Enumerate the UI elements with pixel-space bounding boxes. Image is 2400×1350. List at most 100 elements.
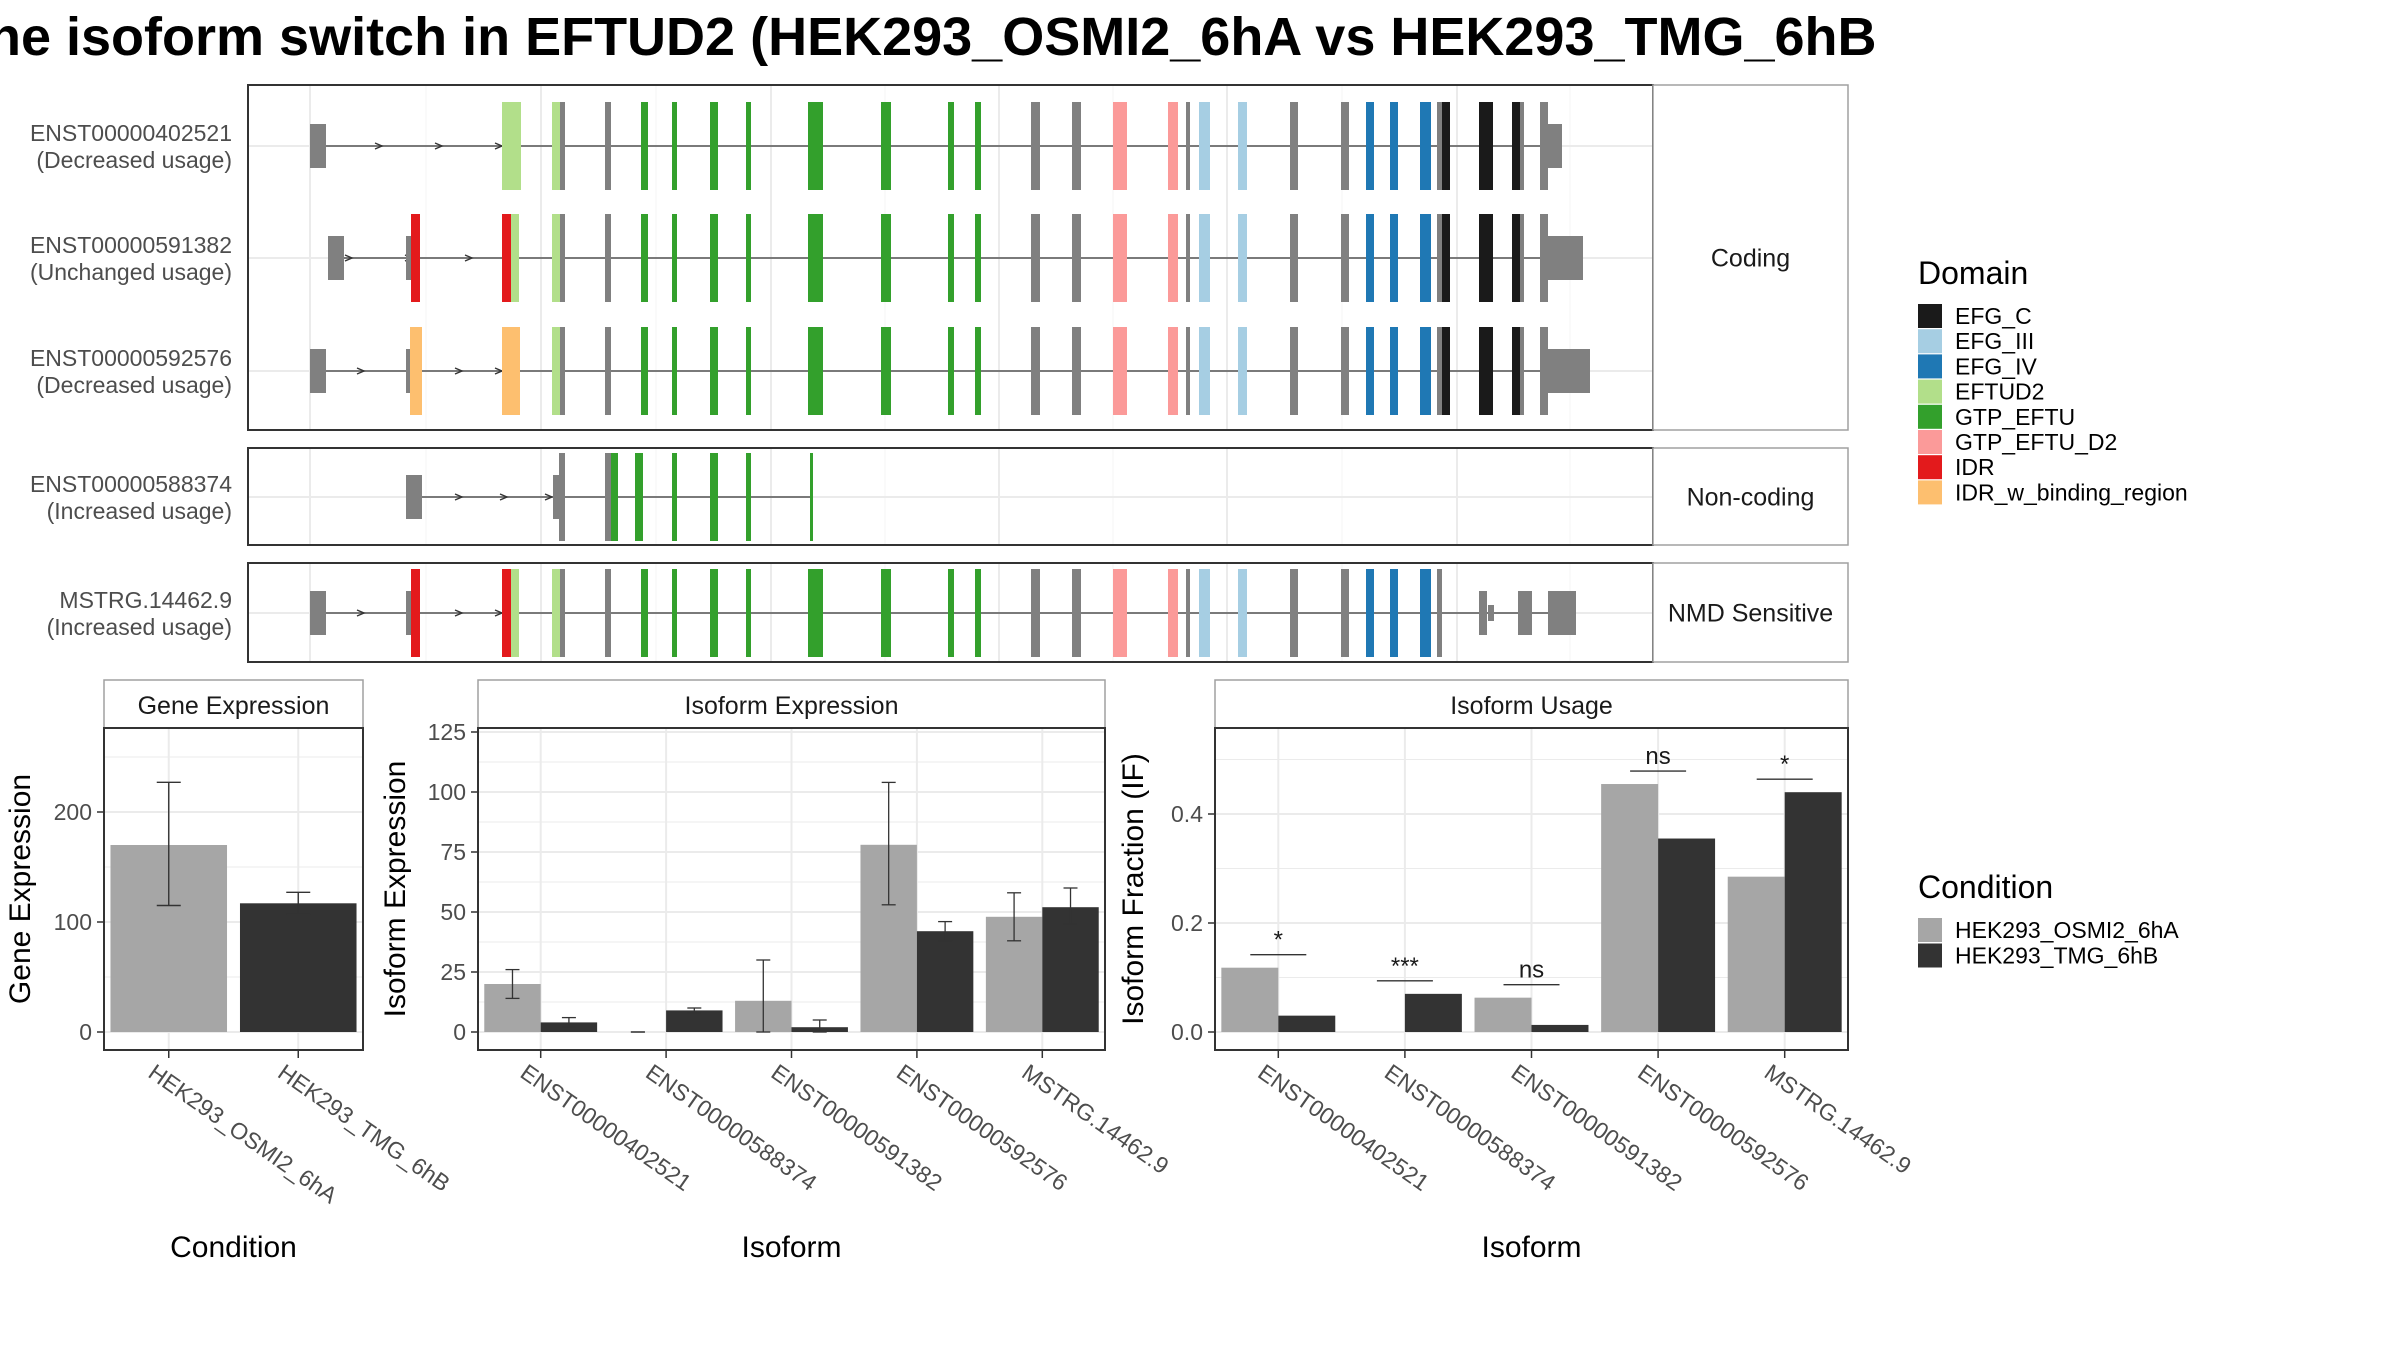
exon-efg_iii [1199,569,1210,657]
transcript-row: MSTRG.14462.9(Increased usage) [47,569,1576,657]
exon-efg_c [1479,214,1493,302]
exon-none [1341,327,1349,415]
condition-legend-label: HEK293_TMG_6hB [1955,943,2158,969]
domain-legend-swatch [1918,430,1942,454]
exon-eftud2 [552,569,560,657]
y-axis-title: Gene Expression [4,774,37,1004]
exon-none [1341,214,1349,302]
condition-legend-title: Condition [1918,869,2053,905]
exon-none [1548,236,1583,280]
exon-none [1290,327,1298,415]
exon-none [1488,605,1494,621]
exon-gtp_eftu [808,214,823,302]
y-tick-label: 0.0 [1171,1019,1203,1045]
domain-legend-swatch [1918,404,1942,429]
exon-none [559,453,565,541]
domain-legend-label: EFG_III [1955,328,2034,354]
bar-panel-isoform-usage: Isoform Usage0.00.20.4*ENST00000402521**… [1117,679,1916,1264]
significance-label: * [1780,751,1789,778]
y-tick-label: 125 [428,719,466,745]
exon-none [605,214,611,302]
condition-legend-label: HEK293_OSMI2_6hA [1955,917,2179,943]
x-axis-title: Condition [170,1231,297,1264]
exon-none [1479,591,1487,635]
exon-none [560,327,565,415]
exon-gtp_eftu [641,327,648,415]
exon-none [1031,569,1040,657]
exon-gtp_eftu [808,327,823,415]
condition-legend-swatch [1918,943,1942,968]
exon-eftud2 [511,214,519,302]
domain-legend-label: GTP_EFTU [1955,404,2075,430]
exon-eftud2 [552,214,560,302]
exon-gtp_eftu [975,102,981,190]
y-axis-title: Isoform Expression [379,761,412,1018]
y-tick-label: 25 [440,959,466,985]
exon-none [1290,214,1298,302]
exon-efg_c [1442,327,1450,415]
exon-none [310,591,326,635]
exon-gtp_eftu [672,102,677,190]
exon-idr [411,569,420,657]
facet-label: NMD Sensitive [1668,600,1833,628]
exon-gtp_eftu [746,453,751,541]
y-tick-label: 0 [453,1019,466,1045]
direction-arrow [434,142,444,150]
y-tick-label: 100 [428,779,466,805]
exon-none [605,327,611,415]
exon-efg_c [1512,327,1520,415]
y-tick-label: 0.4 [1171,801,1203,827]
exon-none [328,236,344,280]
exon-gtp_eftu [710,102,718,190]
figure-title: he isoform switch in EFTUD2 (HEK293_OSMI… [0,7,1877,67]
exon-efg_iv [1420,214,1431,302]
exon-eftud2 [502,102,512,190]
y-axis-title: Isoform Fraction (IF) [1117,753,1150,1025]
y-tick-label: 50 [440,899,466,925]
domain-legend-label: EFG_C [1955,303,2032,329]
exon-gtp_eftu_d2 [1168,569,1178,657]
exon-gtp_eftu [881,327,891,415]
exon-none [560,102,565,190]
exon-efg_iv [1366,102,1374,190]
bar [1404,993,1462,1032]
transcript-usage: (Decreased usage) [36,147,232,173]
exon-none [1072,102,1081,190]
exon-gtp_eftu [881,102,891,190]
exon-gtp_eftu [672,327,677,415]
transcript-usage: (Unchanged usage) [30,259,232,285]
expression-bar-panels: Gene Expression0100200HEK293_OSMI2_6hAHE… [4,679,1916,1264]
exon-gtp_eftu_d2 [1168,102,1178,190]
domain-legend-label: EFTUD2 [1955,379,2044,405]
exon-none [1437,327,1442,415]
exon-gtp_eftu [881,214,891,302]
exon-gtp_eftu_d2 [1113,569,1127,657]
transcript-panel-nmd-sensitive: NMD Sensitive MSTRG.14462.9(Increased usa… [47,562,1849,663]
significance-label: * [1274,927,1283,954]
domain-legend-label: IDR [1955,454,1995,480]
exon-none [1072,214,1081,302]
direction-arrow [464,254,474,262]
exon-none [1072,327,1081,415]
exon-none [310,124,326,168]
transcript-id: ENST00000592576 [30,345,232,371]
exon-none [1290,569,1298,657]
significance-label: ns [1645,743,1670,770]
transcript-usage: (Increased usage) [47,498,232,524]
exon-none [406,591,411,635]
exon-efg_iv [1390,327,1398,415]
domain-legend-label: IDR_w_binding_region [1955,479,2188,505]
facet-strip [1652,562,1849,663]
direction-arrow [544,493,554,501]
domain-legend-swatch [1918,304,1942,328]
domain-legend-label: GTP_EFTU_D2 [1955,429,2117,455]
exon-efg_iii [1199,214,1210,302]
x-axis-title: Isoform [741,1231,841,1264]
bar [1784,792,1842,1032]
bar [666,1010,723,1032]
exon-gtp_eftu [746,102,751,190]
exon-efg_iii [1238,102,1247,190]
panel-title: Isoform Expression [685,692,899,720]
